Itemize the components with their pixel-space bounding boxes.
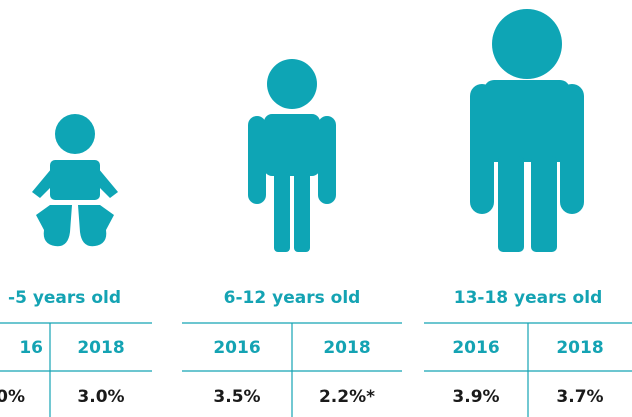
column-header: 16 bbox=[19, 338, 43, 358]
baby-icon bbox=[32, 114, 118, 247]
column-header: 2018 bbox=[556, 338, 603, 358]
cell-value: 2.2%* bbox=[319, 387, 375, 407]
cell-value: 3.7% bbox=[556, 387, 603, 407]
cell-value: 0% bbox=[0, 387, 25, 407]
group-label: 6-12 years old bbox=[224, 288, 361, 308]
cell-value: 3.5% bbox=[213, 387, 260, 407]
cell-value: 3.0% bbox=[77, 387, 124, 407]
column-header: 2018 bbox=[77, 338, 124, 358]
column-header: 2016 bbox=[213, 338, 260, 358]
column-header: 2018 bbox=[323, 338, 370, 358]
child-icon bbox=[248, 59, 336, 252]
cell-value: 3.9% bbox=[452, 387, 499, 407]
group-label: 13-18 years old bbox=[454, 288, 602, 308]
group-label: -5 years old bbox=[8, 288, 121, 308]
teen-icon bbox=[470, 9, 584, 252]
column-header: 2016 bbox=[452, 338, 499, 358]
